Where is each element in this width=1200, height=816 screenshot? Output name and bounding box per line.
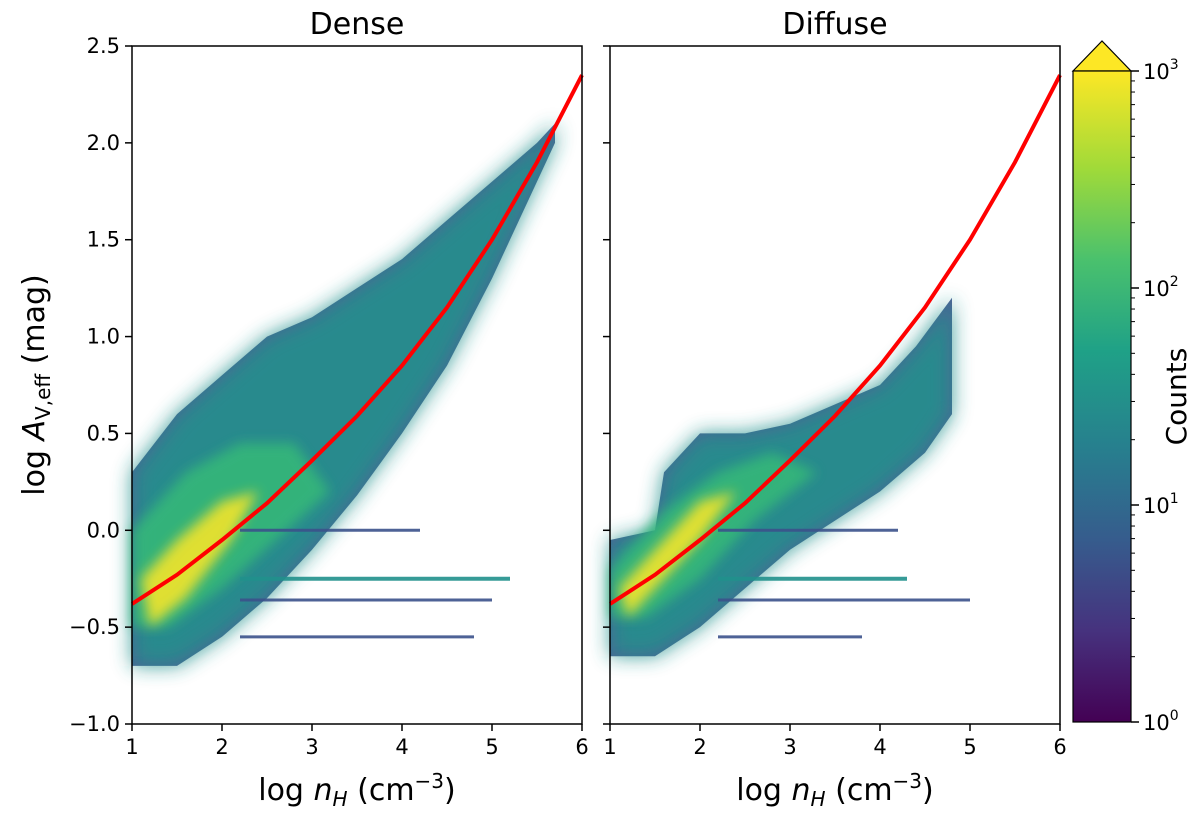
x-axis-ticks: 1 2 3 4 5 6 xyxy=(125,724,589,759)
x-tick-label: 4 xyxy=(395,735,408,759)
x-tick-label: 2 xyxy=(215,735,228,759)
y-tick-label: 1.5 xyxy=(87,228,120,252)
density-heatmap xyxy=(132,123,555,666)
y-axis-ticks xyxy=(603,45,610,725)
y-axis-ticks: −1.0 −0.5 0.0 0.5 1.0 1.5 2.0 2.5 xyxy=(69,34,132,736)
y-tick-label: −1.0 xyxy=(69,712,120,736)
panel-title: Diffuse xyxy=(782,7,887,42)
density-heatmap xyxy=(610,297,952,657)
y-tick-label: −0.5 xyxy=(69,615,120,639)
x-tick-label: 6 xyxy=(575,735,588,759)
x-tick-label: 5 xyxy=(963,735,976,759)
y-tick-label: 2.5 xyxy=(87,34,120,58)
y-tick-label: 0.5 xyxy=(87,421,120,445)
axes-frame xyxy=(131,45,583,725)
y-tick-label: 1.0 xyxy=(87,325,120,349)
colorbar: 100 101 102 103 Counts xyxy=(1071,40,1193,735)
x-tick-label: 6 xyxy=(1053,735,1066,759)
colorbar-ticks: 100 101 102 103 xyxy=(1131,57,1179,735)
x-axis-ticks: 1 2 3 4 5 6 xyxy=(603,724,1067,759)
y-tick-label: 2.0 xyxy=(87,131,120,155)
fit-curve xyxy=(130,74,584,606)
colorbar-label: Counts xyxy=(1160,348,1193,446)
density-streaks xyxy=(718,528,970,639)
x-tick-label: 2 xyxy=(693,735,706,759)
x-tick-label: 5 xyxy=(485,735,498,759)
x-axis-label: log nH (cm−3) xyxy=(258,769,456,811)
panel-diffuse: 1 2 3 4 5 6 Diffuse log nH (cm−3) xyxy=(603,7,1067,811)
colorbar-gradient xyxy=(1072,70,1132,723)
colorbar-extend-arrow xyxy=(1071,40,1133,72)
colorbar-tick-label: 100 xyxy=(1143,708,1179,735)
density-streaks xyxy=(240,528,510,639)
colorbar-tick-label: 103 xyxy=(1143,57,1179,84)
x-tick-label: 4 xyxy=(873,735,886,759)
x-tick-label: 3 xyxy=(783,735,796,759)
x-tick-label: 3 xyxy=(305,735,318,759)
colorbar-tick-label: 102 xyxy=(1143,274,1179,301)
x-tick-label: 1 xyxy=(603,735,616,759)
panel-title: Dense xyxy=(310,7,405,42)
x-axis-label: log nH (cm−3) xyxy=(736,769,934,811)
colorbar-tick-label: 101 xyxy=(1143,491,1179,518)
density-peak xyxy=(619,491,736,618)
x-tick-label: 1 xyxy=(125,735,138,759)
axes-frame xyxy=(609,45,1061,725)
fit-curve xyxy=(608,74,1062,606)
y-tick-label: 0.0 xyxy=(87,518,120,542)
y-axis-label: log AV,eff (mag) xyxy=(17,274,55,496)
